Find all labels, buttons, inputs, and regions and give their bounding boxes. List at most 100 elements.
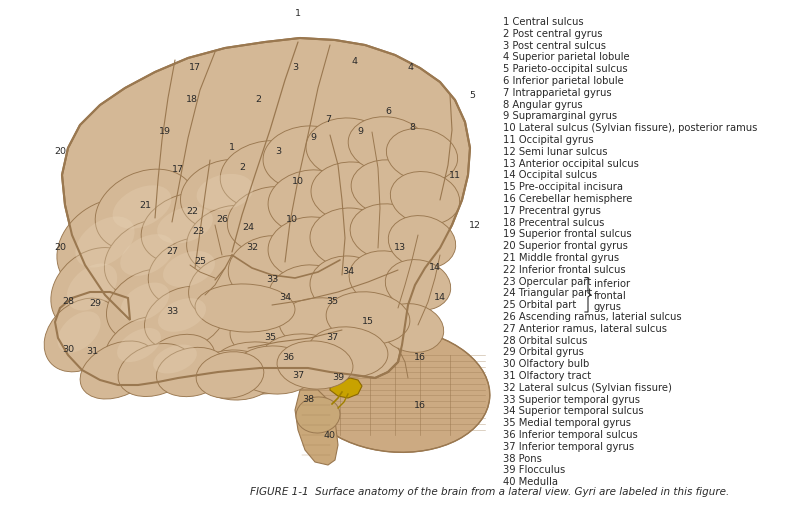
Text: 29 Orbital gyrus: 29 Orbital gyrus (503, 347, 584, 358)
Ellipse shape (227, 186, 317, 253)
Ellipse shape (351, 160, 428, 216)
Text: 10: 10 (292, 177, 304, 186)
Text: 1 Central sulcus: 1 Central sulcus (503, 17, 584, 27)
Text: 28 Orbital sulcus: 28 Orbital sulcus (503, 336, 588, 345)
Text: 11 Occipital gyrus: 11 Occipital gyrus (503, 135, 594, 145)
Ellipse shape (300, 328, 489, 452)
Text: 2: 2 (255, 96, 261, 105)
Ellipse shape (187, 205, 277, 275)
Ellipse shape (153, 344, 197, 373)
Ellipse shape (181, 160, 276, 231)
Text: 3: 3 (275, 147, 281, 156)
Text: 14: 14 (434, 294, 446, 302)
Ellipse shape (380, 304, 444, 353)
Ellipse shape (112, 185, 171, 229)
Text: 33: 33 (166, 307, 178, 316)
Text: 2: 2 (239, 164, 245, 173)
Text: FIGURE 1-1  Surface anatomy of the brain from a lateral view. Gyri are labeled i: FIGURE 1-1 Surface anatomy of the brain … (250, 487, 729, 497)
Text: 4: 4 (407, 64, 413, 73)
Ellipse shape (117, 328, 161, 362)
Ellipse shape (350, 204, 426, 260)
Ellipse shape (120, 282, 169, 322)
Text: 33 Superior temporal gyrus: 33 Superior temporal gyrus (503, 395, 640, 404)
Text: 37: 37 (326, 333, 338, 342)
Text: 12 Semi lunar sulcus: 12 Semi lunar sulcus (503, 147, 607, 157)
Polygon shape (55, 38, 470, 385)
Text: 39: 39 (332, 373, 344, 383)
Text: 30 Olfactory bulb: 30 Olfactory bulb (503, 359, 589, 369)
Ellipse shape (51, 247, 139, 332)
Ellipse shape (106, 269, 189, 341)
Ellipse shape (196, 174, 253, 210)
Ellipse shape (388, 215, 455, 268)
Text: 17: 17 (172, 166, 184, 175)
Ellipse shape (80, 341, 156, 399)
Text: 28: 28 (62, 298, 74, 306)
Ellipse shape (390, 172, 459, 225)
Text: 8 Angular gyrus: 8 Angular gyrus (503, 100, 583, 110)
Text: 12: 12 (469, 220, 481, 230)
Ellipse shape (58, 311, 101, 353)
Text: 14 Occipital sulcus: 14 Occipital sulcus (503, 170, 597, 180)
Text: 37 Inferior temporal gyrus: 37 Inferior temporal gyrus (503, 442, 634, 452)
Text: 9 Supramarginal gyrus: 9 Supramarginal gyrus (503, 111, 617, 121)
Text: 22: 22 (186, 207, 198, 216)
Text: 13 Anterior occipital sulcus: 13 Anterior occipital sulcus (503, 158, 639, 169)
Ellipse shape (220, 141, 316, 209)
Text: 26: 26 (216, 215, 228, 225)
Text: 35: 35 (326, 298, 338, 306)
Text: 10 Lateral sulcus (Sylvian fissure), posterior ramus: 10 Lateral sulcus (Sylvian fissure), pos… (503, 123, 757, 133)
Text: 36 Inferior temporal sulcus: 36 Inferior temporal sulcus (503, 430, 638, 440)
Ellipse shape (57, 198, 159, 292)
Ellipse shape (195, 350, 275, 400)
Text: 19 Superior frontal sulcus: 19 Superior frontal sulcus (503, 230, 632, 239)
Text: 23: 23 (192, 228, 204, 237)
Text: 18: 18 (186, 96, 198, 105)
Text: 11: 11 (449, 171, 461, 179)
Text: 24: 24 (242, 224, 254, 233)
Text: 20: 20 (54, 147, 66, 156)
Text: frontal: frontal (594, 291, 626, 301)
Text: 3: 3 (292, 64, 298, 73)
Text: 9: 9 (310, 134, 316, 143)
Text: 30: 30 (62, 345, 74, 355)
Text: 19: 19 (159, 128, 171, 137)
Text: 39 Flocculus: 39 Flocculus (503, 465, 565, 475)
Ellipse shape (195, 284, 295, 332)
Text: 27 Anterior ramus, lateral sulcus: 27 Anterior ramus, lateral sulcus (503, 324, 667, 334)
Text: inferior: inferior (594, 278, 630, 289)
Text: 38: 38 (302, 396, 314, 404)
Text: 18 Precentral sulcus: 18 Precentral sulcus (503, 217, 604, 228)
Text: 24 Triangular part: 24 Triangular part (503, 289, 592, 298)
Text: 25: 25 (194, 258, 206, 267)
Text: 33: 33 (266, 275, 278, 284)
Ellipse shape (67, 264, 117, 310)
Text: 32 Lateral sulcus (Sylvian fissure): 32 Lateral sulcus (Sylvian fissure) (503, 383, 672, 393)
Text: 35 Medial temporal gyrus: 35 Medial temporal gyrus (503, 418, 631, 428)
Ellipse shape (311, 162, 393, 222)
Ellipse shape (118, 343, 192, 397)
Text: 23 Opercular part: 23 Opercular part (503, 276, 592, 287)
Ellipse shape (95, 169, 195, 251)
Ellipse shape (212, 342, 304, 394)
Text: 14: 14 (429, 264, 441, 272)
Text: 31: 31 (86, 347, 98, 357)
Ellipse shape (348, 117, 428, 173)
Polygon shape (330, 378, 362, 398)
Text: 22 Inferior frontal sulcus: 22 Inferior frontal sulcus (503, 265, 626, 275)
Ellipse shape (163, 251, 215, 287)
Ellipse shape (228, 236, 312, 300)
Text: 7: 7 (325, 115, 331, 124)
Ellipse shape (196, 352, 264, 398)
Text: 15: 15 (362, 318, 374, 327)
Ellipse shape (326, 292, 409, 344)
Ellipse shape (277, 341, 353, 389)
Text: 6: 6 (385, 108, 391, 116)
Text: 4 Superior parietal lobule: 4 Superior parietal lobule (503, 52, 630, 62)
Ellipse shape (261, 334, 349, 386)
Text: 26 Ascending ramus, laterial sulcus: 26 Ascending ramus, laterial sulcus (503, 312, 682, 322)
Text: 2 Post central gyrus: 2 Post central gyrus (503, 29, 603, 39)
Text: 17: 17 (189, 64, 201, 73)
Ellipse shape (230, 307, 326, 363)
Text: 27: 27 (166, 247, 178, 257)
